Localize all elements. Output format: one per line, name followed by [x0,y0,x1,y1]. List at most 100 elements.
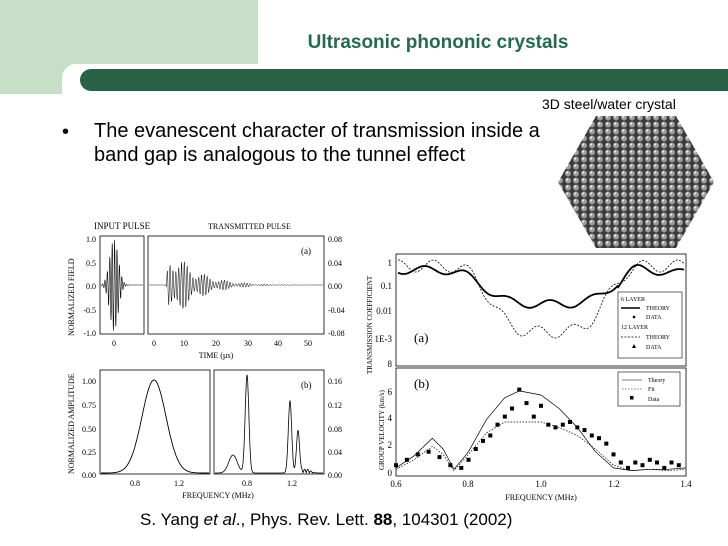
amplitude-xtick: 1.2 [287,479,297,488]
velocity-data-point [604,441,609,446]
velocity-legend-entry: Data [648,397,660,403]
transmission-ytick: 0.01 [376,306,392,316]
input-pulse-curve [100,239,143,331]
transmission-ylabel: TRANSMISSION COEFFICIENT [366,275,374,374]
velocity-data-point [676,463,681,468]
pulse-ytick-left: 1.0 [86,235,96,244]
transmitted-pulse-curve [149,261,323,309]
citation-pages: , 104301 (2002) [392,510,513,529]
legend-dot-data [632,315,636,319]
amplitude-xtick: 0.8 [130,479,140,488]
transmission-legend [617,291,683,359]
amplitude-panel-label: (b) [301,380,312,390]
pulse-xtick: 40 [274,339,282,348]
velocity-data-point [481,438,485,443]
transmission-panel-label: (a) [414,330,428,345]
slide-title: Ultrasonic phononic crystals [307,32,569,53]
transmission-frame [395,253,687,367]
citation-et-al: et al [203,510,236,529]
transmission-legend-entry: THEORY [646,306,671,312]
velocity-data-point [466,457,471,462]
amplitude-ytick-right: 0.16 [328,377,342,386]
header-rule [80,69,728,91]
transmission-legend-entry: 12 LAYER [621,325,648,331]
velocity-data-point [394,463,398,468]
velocity-data-point [582,428,587,433]
transmission-6-layer-curve [397,264,685,309]
citation-journal: ., Phys. Rev. Lett. [235,510,374,529]
transmitted-pulse-label: TRANSMITTED PULSE [208,222,291,231]
velocity-legend-entry: Fit [648,387,655,393]
velocity-data-point [589,433,594,438]
pulse-ytick-left: -1.0 [83,329,96,338]
transmission-legend-entry: THEORY [646,335,671,341]
velocity-data-point [415,452,420,457]
velocity-legend-entry: Theory [648,378,665,384]
velocity-xtick: 1.0 [535,479,547,489]
transmission-panel: (a) TRANSMISSION COEFFICIENT 1 0.1 0.01 … [366,253,687,374]
amplitude-panel: (b) NORMALIZED AMPLITUDE 1.00 0.75 0.50 … [67,369,342,500]
velocity-data-point [640,463,645,468]
amplitude-xtick: 0.8 [242,479,252,488]
velocity-ytick: 4 [388,413,393,423]
velocity-panel-label: (b) [414,376,429,391]
velocity-data-point [647,457,652,462]
velocity-data-point [626,465,630,470]
pulse-ytick-right: 0.04 [328,259,342,268]
velocity-ylabel: GROUP VELOCITY (km/s) [378,389,386,470]
velocity-data-point [404,457,409,462]
velocity-data-point [510,406,514,411]
amplitude-ytick-right: 0.04 [328,448,342,457]
pulse-ytick-left: 0.0 [86,282,96,291]
velocity-xtick: 1.4 [680,479,692,489]
header-accent [0,0,258,64]
amplitude-xlabel: FREQUENCY (MHz) [182,491,254,500]
citation: S. Yang et al., Phys. Rev. Lett. 88, 104… [140,510,512,530]
amplitude-ytick-left: 0.25 [82,448,96,457]
input-amplitude-curve [101,379,209,474]
velocity-data-point [495,422,500,427]
transmission-ytick: 1 [388,258,393,268]
transmission-ytick: 0.1 [381,281,392,291]
pulse-input-frame [99,235,145,335]
velocity-fit-line [395,421,687,472]
crystal-label: 3D steel/water crystal [542,96,676,112]
velocity-data-point [568,420,572,424]
amplitude-ytick-left: 0.75 [82,401,96,410]
pulse-xtick: 10 [180,339,188,348]
pulse-panel-label: (a) [301,246,311,256]
velocity-data-point [459,465,464,470]
amplitude-ytick-right: 0.12 [328,401,342,410]
amplitude-ytick-left: 0.00 [82,471,96,480]
amplitude-xtick: 1.2 [174,479,184,488]
velocity-data-point [437,455,442,460]
amplitude-ylabel: NORMALIZED AMPLITUDE [67,373,76,474]
velocity-data-point [655,460,659,465]
pulse-xtick: 30 [244,339,252,348]
pulse-xtick: 20 [212,339,220,348]
velocity-data-point [597,436,601,441]
velocity-ytick: 6 [388,387,393,397]
velocity-frame [395,367,687,477]
velocity-xlabel: FREQUENCY (MHz) [505,493,577,502]
velocity-data-point [669,460,674,465]
velocity-xtick: 1.2 [608,479,619,489]
bullet-text: The evanescent character of transmission… [94,120,540,166]
velocity-ytick: 0 [388,468,393,478]
velocity-data-point [662,465,667,470]
transmission-legend-entry: DATA [646,345,662,351]
velocity-xtick: 0.6 [390,479,402,489]
transmission-ytick: 1E-3 [375,334,393,344]
transmission-ytick: 8 [388,359,393,369]
pulse-xtick: 0 [152,339,156,348]
figure: INPUT PULSE TRANSMITTED PULSE (a) NORMAL… [67,221,692,502]
pulse-transmitted-frame [147,235,325,335]
pulse-panel: INPUT PULSE TRANSMITTED PULSE (a) NORMAL… [67,221,345,360]
velocity-data-point [531,414,536,419]
velocity-data-point [611,452,616,457]
input-pulse-label: INPUT PULSE [94,221,151,231]
velocity-data-point [546,422,551,427]
pulse-ytick-right: -0.04 [328,306,345,315]
pulse-ytick-right: -0.08 [328,329,345,338]
transmitted-amplitude-curve [215,374,323,474]
